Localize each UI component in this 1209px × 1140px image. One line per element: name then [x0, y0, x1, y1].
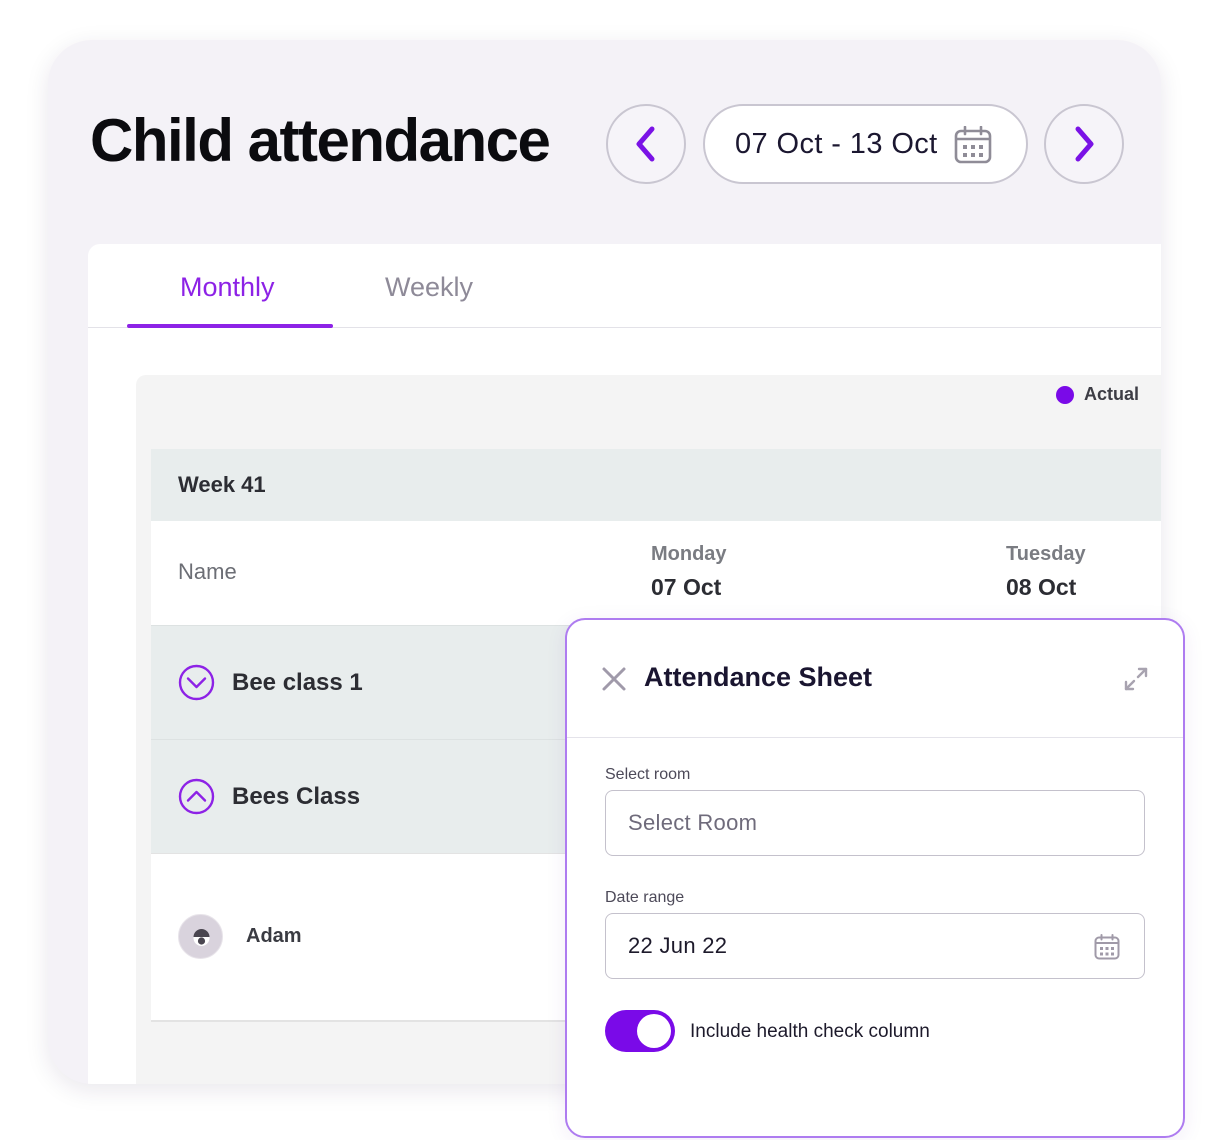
chevron-up-circle-icon[interactable]	[178, 778, 215, 815]
date-range-picker[interactable]: 07 Oct - 13 Oct	[703, 104, 1028, 184]
date-range-text: 07 Oct - 13 Oct	[735, 127, 938, 160]
expand-icon[interactable]	[1123, 666, 1149, 692]
health-check-toggle-label: Include health check column	[690, 1021, 930, 1042]
day-name: Monday	[651, 543, 727, 565]
page-title: Child attendance	[90, 107, 551, 174]
chevron-down-circle-icon[interactable]	[178, 664, 215, 701]
tab-monthly[interactable]: Monthly	[180, 272, 275, 302]
select-room-dropdown[interactable]: Select Room	[605, 790, 1145, 856]
select-room-placeholder: Select Room	[628, 810, 758, 835]
legend: Actual	[1055, 384, 1139, 405]
child-avatar-icon	[193, 929, 210, 946]
view-tabs: Monthly Weekly	[88, 244, 1161, 328]
select-room-label: Select room	[605, 766, 691, 783]
attendance-sheet-dialog: Attendance Sheet Select room Select Room…	[565, 618, 1185, 1138]
prev-week-button[interactable]	[606, 104, 686, 184]
tab-weekly[interactable]: Weekly	[385, 272, 474, 302]
date-range-field[interactable]: 22 Jun 22	[605, 913, 1145, 979]
chevron-left-icon	[636, 126, 655, 162]
active-tab-indicator	[127, 324, 333, 328]
sheet-header: Attendance Sheet	[567, 620, 1183, 738]
date-range-value: 22 Jun 22	[628, 933, 728, 958]
next-week-button[interactable]	[1044, 104, 1124, 184]
name-column-header: Name	[178, 559, 237, 584]
day-date: 07 Oct	[651, 574, 722, 600]
calendar-icon[interactable]	[1094, 934, 1120, 960]
table-header-row: Name Monday 07 Oct Tuesday 08 Oct	[151, 521, 1161, 625]
avatar	[178, 914, 223, 959]
calendar-icon	[954, 126, 992, 164]
legend-dot	[1055, 385, 1074, 404]
toggle-knob	[637, 1014, 671, 1048]
day-date: 08 Oct	[1006, 574, 1077, 600]
chevron-right-icon	[1075, 126, 1094, 162]
child-name[interactable]: Adam	[246, 925, 302, 947]
health-check-toggle[interactable]	[605, 1010, 675, 1052]
day-column-tuesday: Tuesday 08 Oct	[1006, 543, 1086, 601]
day-name: Tuesday	[1006, 543, 1086, 565]
close-icon[interactable]	[601, 666, 627, 692]
week-header: Week 41	[151, 449, 1161, 521]
group-label: Bee class 1	[232, 668, 363, 696]
week-label: Week 41	[178, 472, 266, 497]
legend-label: Actual	[1083, 384, 1139, 404]
date-range-label: Date range	[605, 889, 685, 906]
sheet-title: Attendance Sheet	[644, 662, 873, 692]
day-column-monday: Monday 07 Oct	[651, 543, 727, 601]
group-label: Bees Class	[232, 782, 361, 810]
